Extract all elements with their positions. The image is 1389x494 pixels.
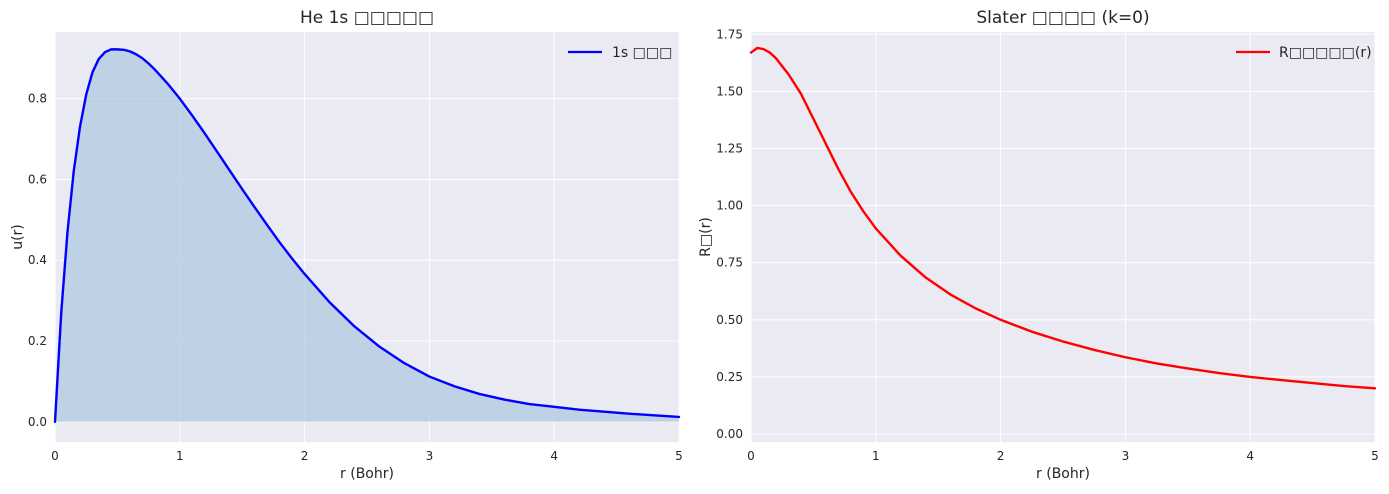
left-y-axis-label: u(r) xyxy=(10,224,26,250)
right-gridlines xyxy=(750,32,1376,442)
right-x-tick-label: 2 xyxy=(997,449,1005,463)
left-y-tick-label: 0.8 xyxy=(28,92,47,106)
left-y-tick-label: 0.2 xyxy=(28,334,47,348)
left-legend: 1s □□□ xyxy=(568,45,672,61)
right-plot-area xyxy=(751,32,1375,442)
left-axes: 0 1 2 3 4 5 0.0 0.2 0.4 0.6 0.8 xyxy=(28,92,683,463)
left-chart-panel: 0 1 2 3 4 5 0.0 0.2 0.4 0.6 0.8 He 1s □□□□□ r (Boh… xyxy=(10,8,683,482)
left-chart-title: He 1s □□□□□ xyxy=(300,8,434,28)
right-x-tick-label: 1 xyxy=(872,449,880,463)
right-x-tick-label: 3 xyxy=(1122,449,1130,463)
left-y-tick-label: 0.0 xyxy=(28,415,47,429)
right-x-tick-label: 0 xyxy=(747,449,755,463)
right-y-tick-label: 0.75 xyxy=(716,256,743,270)
right-x-axis-label: r (Bohr) xyxy=(1036,466,1090,482)
right-series-line xyxy=(749,46,1377,390)
right-y-tick-label: 0.00 xyxy=(716,427,743,441)
left-legend-label: 1s □□□ xyxy=(612,45,672,61)
left-x-tick-label: 5 xyxy=(675,449,683,463)
left-area-fill xyxy=(55,49,679,422)
right-y-axis-label: R□(r) xyxy=(698,217,714,257)
right-y-tick-label: 1.50 xyxy=(716,84,743,98)
right-axes: 0 1 2 3 4 5 0.00 0.25 0.50 0.75 1.00 1.25 1.50 1.75 xyxy=(716,27,1379,463)
left-y-tick-label: 0.4 xyxy=(28,253,47,267)
right-series-layer xyxy=(749,46,1377,390)
right-legend: R□□□□□(r) xyxy=(1236,45,1372,61)
right-chart-panel: 0 1 2 3 4 5 0.00 0.25 0.50 0.75 1.00 1.25 1.50 1.75 S… xyxy=(698,8,1379,482)
left-series-line xyxy=(53,48,681,423)
left-x-tick-label: 2 xyxy=(301,449,309,463)
left-x-axis-label: r (Bohr) xyxy=(340,466,394,482)
right-y-tick-label: 0.50 xyxy=(716,313,743,327)
left-y-tick-label: 0.6 xyxy=(28,172,47,186)
left-x-tick-label: 1 xyxy=(176,449,184,463)
right-legend-label: R□□□□□(r) xyxy=(1279,45,1372,61)
right-y-tick-label: 0.25 xyxy=(716,370,743,384)
left-series-layer xyxy=(53,48,681,423)
right-y-tick-label: 1.00 xyxy=(716,199,743,213)
left-x-tick-label: 4 xyxy=(550,449,558,463)
right-y-tick-label: 1.75 xyxy=(716,27,743,41)
right-chart-title: Slater □□□□ (k=0) xyxy=(976,8,1149,28)
right-x-tick-label: 5 xyxy=(1371,449,1379,463)
right-x-tick-label: 4 xyxy=(1246,449,1254,463)
left-x-tick-label: 3 xyxy=(426,449,434,463)
right-y-tick-label: 1.25 xyxy=(716,141,743,155)
left-x-tick-label: 0 xyxy=(51,449,59,463)
